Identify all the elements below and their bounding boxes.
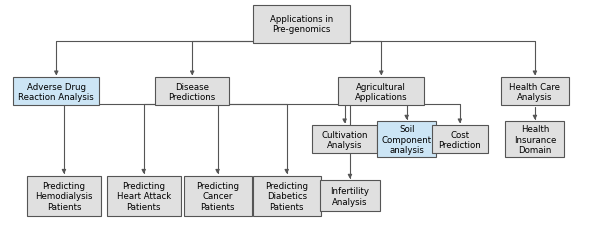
Text: Applications in
Pre-genomics: Applications in Pre-genomics <box>270 15 333 34</box>
Text: Infertility
Analysis: Infertility Analysis <box>330 186 370 206</box>
Text: Predicting
Diabetics
Patients: Predicting Diabetics Patients <box>265 181 308 211</box>
FancyBboxPatch shape <box>338 78 424 106</box>
FancyBboxPatch shape <box>183 176 251 216</box>
Text: Cost
Prediction: Cost Prediction <box>438 130 481 149</box>
FancyBboxPatch shape <box>377 122 436 158</box>
Text: Agricultural
Applications: Agricultural Applications <box>355 82 408 102</box>
FancyBboxPatch shape <box>253 6 350 44</box>
Text: Health Care
Analysis: Health Care Analysis <box>510 82 560 102</box>
Text: Cultivation
Analysis: Cultivation Analysis <box>321 130 368 149</box>
FancyBboxPatch shape <box>320 181 379 211</box>
FancyBboxPatch shape <box>312 126 377 154</box>
FancyBboxPatch shape <box>253 176 321 216</box>
Text: Health
Insurance
Domain: Health Insurance Domain <box>514 125 556 154</box>
FancyBboxPatch shape <box>505 122 564 158</box>
Text: Disease
Predictions: Disease Predictions <box>169 82 216 102</box>
FancyBboxPatch shape <box>107 176 181 216</box>
FancyBboxPatch shape <box>432 126 488 154</box>
FancyBboxPatch shape <box>155 78 229 106</box>
FancyBboxPatch shape <box>13 78 99 106</box>
Text: Soil
Component
analysis: Soil Component analysis <box>382 125 432 154</box>
Text: Predicting
Hemodialysis
Patients: Predicting Hemodialysis Patients <box>35 181 93 211</box>
Text: Predicting
Cancer
Patients: Predicting Cancer Patients <box>196 181 239 211</box>
Text: Predicting
Heart Attack
Patients: Predicting Heart Attack Patients <box>116 181 171 211</box>
Text: Adverse Drug
Reaction Analysis: Adverse Drug Reaction Analysis <box>18 82 94 102</box>
FancyBboxPatch shape <box>27 176 101 216</box>
FancyBboxPatch shape <box>501 78 569 106</box>
